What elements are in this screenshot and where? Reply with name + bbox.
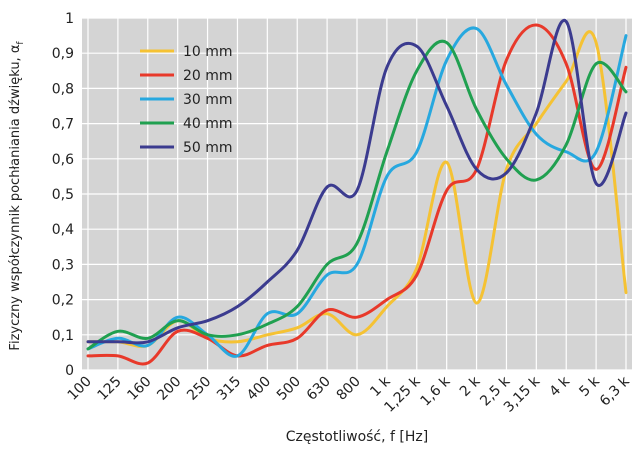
y-axis-label-main: Fizyczny współczynnik pochłaniania dźwię…: [8, 45, 23, 351]
y-tick-label: 0,8: [52, 81, 74, 97]
x-tick-label: 1,6 k: [418, 373, 455, 410]
x-tick-label: 4 k: [547, 373, 574, 400]
series-layer: [86, 18, 628, 366]
legend-label: 40 mm: [183, 116, 233, 132]
x-tick-label: 6,3 k: [597, 373, 634, 410]
legend-label: 20 mm: [183, 68, 233, 84]
x-tick-label: 200: [154, 374, 184, 404]
y-tick-label: 0,5: [52, 187, 74, 203]
series-line-40-mm: [86, 39, 628, 351]
x-axis-label: Częstotliwość, f [Hz]: [286, 429, 428, 445]
series-line-30-mm: [86, 26, 628, 358]
y-axis-label: Fizyczny współczynnik pochłaniania dźwię…: [8, 41, 26, 351]
y-tick-label: 0,9: [52, 46, 74, 62]
x-tick-label: 315: [214, 374, 244, 404]
x-tick-label: 500: [274, 374, 304, 404]
legend-label: 10 mm: [183, 44, 233, 60]
x-tick-label: 800: [334, 374, 364, 404]
legend-label: 30 mm: [183, 92, 233, 108]
y-tick-label: 0,1: [52, 328, 74, 344]
y-tick-label: 0,7: [52, 117, 74, 133]
x-tick-label: 400: [244, 374, 274, 404]
x-tick-label: 250: [184, 374, 214, 404]
y-axis-ticks: 0 0,1 0,2 0,3 0,4 0,5 0,6 0,7 0,8 0,9 1: [52, 11, 74, 379]
legend: 10 mm 20 mm 30 mm 40 mm 50 mm: [140, 44, 233, 156]
y-tick-label: 0,4: [52, 222, 74, 238]
legend-label: 50 mm: [183, 140, 233, 156]
y-tick-label: 0,3: [52, 257, 74, 273]
x-tick-label: 630: [304, 374, 334, 404]
x-axis-ticks: 100 125 160 200 250 315 400 500 630 800 1 k1,25 k1…: [65, 373, 634, 416]
y-tick-label: 1: [65, 11, 74, 27]
y-axis-label-subscript: f: [16, 41, 26, 45]
y-tick-label: 0,2: [52, 293, 74, 309]
series-line-50-mm: [86, 18, 628, 345]
y-tick-label: 0: [65, 363, 74, 379]
x-tick-label: 125: [94, 374, 124, 404]
x-tick-label: 160: [124, 374, 154, 404]
y-tick-label: 0,6: [52, 152, 74, 168]
series-line-20-mm: [86, 23, 628, 366]
